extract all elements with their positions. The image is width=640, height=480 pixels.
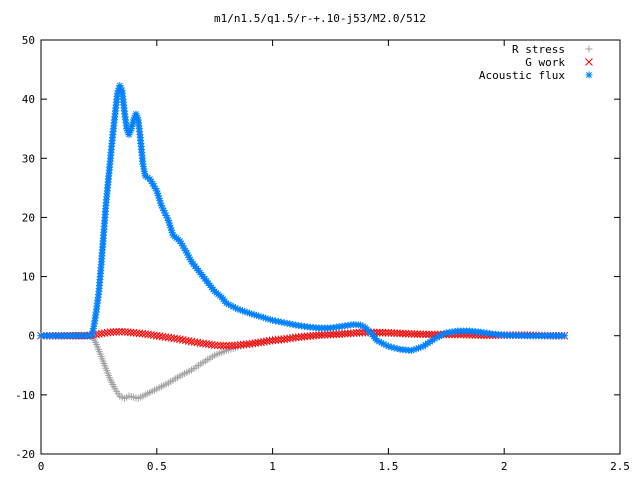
- data-point-s1-134: [425, 330, 433, 339]
- series-acoustic-flux: [37, 82, 568, 354]
- axis-ticks: [40, 39, 621, 455]
- data-point-s1-120: [384, 328, 393, 337]
- data-point-s1-98: [320, 330, 329, 339]
- x-tick-label-0: 0: [38, 460, 45, 473]
- y-tick-label-4: 20: [22, 211, 35, 224]
- y-tick-label-2: 0: [28, 330, 35, 343]
- x-tick-label-4: 2: [501, 460, 508, 473]
- data-point-s1-125: [399, 329, 407, 338]
- data-point-s1-24: [106, 328, 115, 337]
- y-tick-label-7: 50: [22, 34, 35, 47]
- data-point-s1-99: [323, 330, 332, 339]
- legend-marker-0: [585, 45, 593, 53]
- data-point-s1-60: [210, 341, 219, 350]
- series-r-stress: [37, 329, 568, 402]
- chart-title: m1/n1.5/q1.5/r-+.10-j53/M2.0/512: [214, 12, 426, 25]
- data-point-s1-131: [416, 330, 425, 339]
- legend-label-2: Acoustic flux: [479, 69, 565, 82]
- x-tick-label-3: 1.5: [378, 460, 398, 473]
- data-point-s1-118: [378, 328, 387, 337]
- legend-label-1: G work: [525, 56, 565, 69]
- data-point-s1-64: [222, 341, 231, 350]
- data-point-s1-129: [410, 330, 419, 338]
- y-tick-label-3: 10: [22, 271, 35, 284]
- data-point-s1-133: [422, 330, 430, 339]
- data-point-s1-66: [228, 341, 236, 350]
- y-tick-label-1: -10: [15, 389, 35, 402]
- series-layer: [37, 82, 569, 402]
- data-point-s1-146: [459, 330, 468, 339]
- data-point-s1-61: [213, 341, 222, 350]
- x-tick-label-5: 2.5: [610, 460, 630, 473]
- y-tick-label-0: -20: [15, 448, 35, 461]
- legend-marker-1: [585, 58, 593, 66]
- legend-label-0: R stress: [512, 43, 565, 56]
- data-point-s1-123: [393, 329, 401, 338]
- data-point-s1-96: [315, 331, 323, 339]
- data-point-s1-102: [332, 330, 341, 339]
- data-point-s1-119: [381, 328, 390, 337]
- data-point-s1-128: [407, 330, 416, 338]
- data-point-s1-145: [456, 330, 465, 339]
- data-point-s2-170: [161, 209, 169, 217]
- data-point-s1-100: [326, 330, 335, 339]
- y-tick-label-6: 40: [22, 93, 35, 106]
- data-point-s1-132: [419, 330, 427, 339]
- data-point-s1-122: [390, 329, 399, 337]
- x-tick-label-2: 1: [269, 460, 276, 473]
- data-point-s1-26: [112, 328, 121, 336]
- data-point-s1-63: [219, 341, 228, 350]
- data-point-s1-135: [427, 330, 436, 339]
- data-point-s1-101: [329, 330, 338, 339]
- data-point-s1-111: [358, 328, 367, 337]
- data-point-s1-25: [109, 328, 118, 336]
- data-point-s1-121: [387, 329, 396, 337]
- data-point-s1-147: [462, 330, 471, 339]
- data-point-s1-103: [335, 330, 344, 338]
- data-point-s1-117: [375, 328, 384, 337]
- data-point-s1-124: [396, 329, 404, 338]
- x-tick-label-1: 0.5: [147, 460, 167, 473]
- y-tick-label-5: 30: [22, 152, 35, 165]
- data-point-s1-127: [404, 329, 413, 338]
- data-point-s1-126: [401, 329, 410, 338]
- plot-frame: [40, 39, 621, 455]
- tick-labels: 0 0.5 1 1.5 2 2.5 -20 -10 0 10 20 30 40 50: [15, 34, 630, 473]
- data-point-s1-27: [115, 327, 124, 336]
- data-point-s2-342: [560, 332, 568, 340]
- legend-marker-2: [585, 71, 593, 79]
- data-point-s1-62: [216, 341, 225, 350]
- data-point-s1-65: [225, 341, 234, 350]
- data-point-s1-130: [413, 330, 422, 338]
- data-point-s1-97: [317, 331, 326, 339]
